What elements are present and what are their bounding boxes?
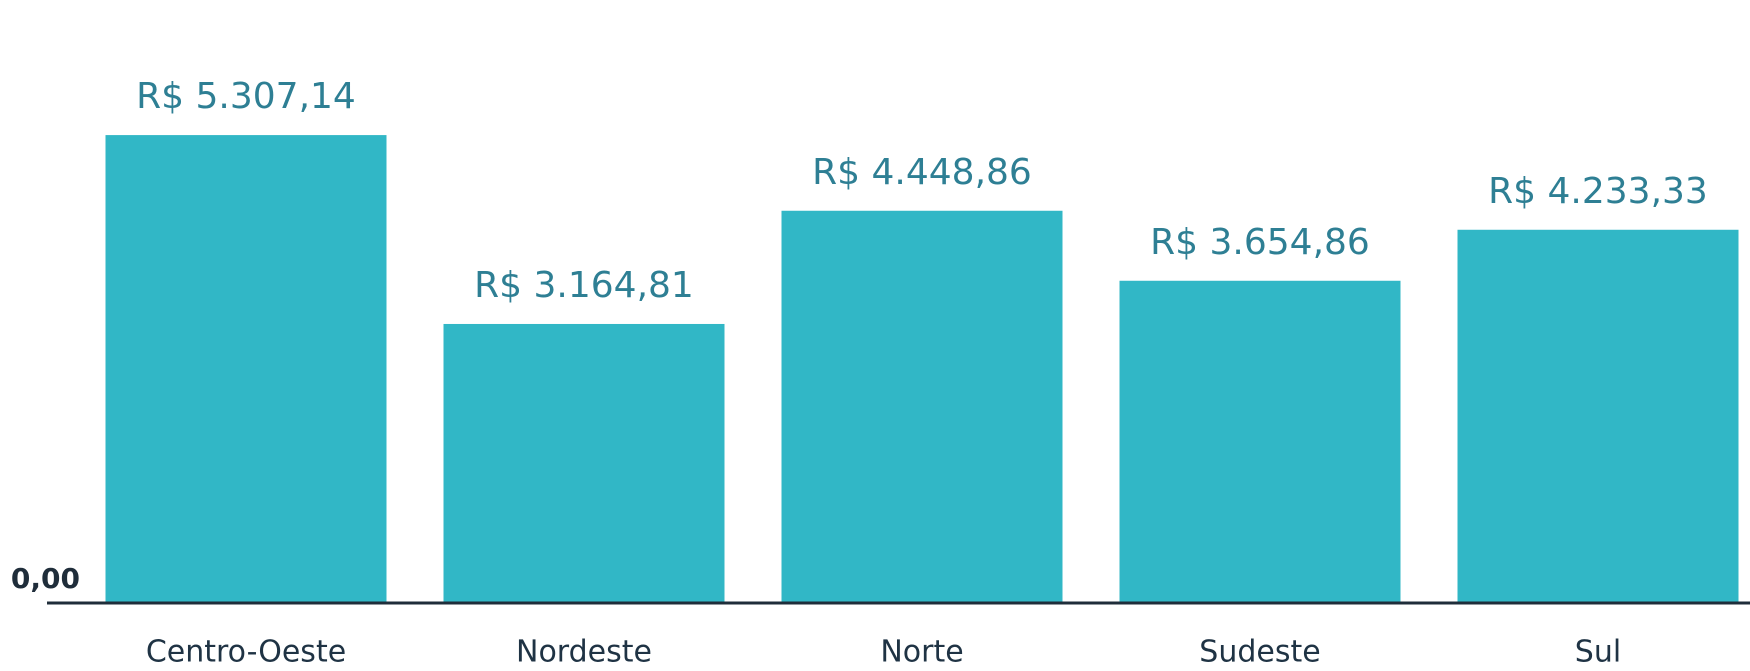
x-tick-label: Sudeste <box>1199 635 1320 670</box>
y-tick-label: 0,00 <box>11 562 80 595</box>
value-label: R$ 5.307,14 <box>136 76 356 117</box>
bar <box>781 210 1063 603</box>
value-label: R$ 4.448,86 <box>812 152 1032 193</box>
x-tick-label: Norte <box>880 635 963 670</box>
bar <box>105 135 387 603</box>
x-tick-label: Centro-Oeste <box>146 635 346 670</box>
bar <box>1457 229 1739 603</box>
value-label: R$ 3.654,86 <box>1150 222 1370 263</box>
x-tick-label: Sul <box>1575 635 1621 670</box>
value-label: R$ 3.164,81 <box>474 265 694 306</box>
bar <box>443 323 725 603</box>
bar <box>1119 280 1401 603</box>
x-tick-label: Nordeste <box>516 635 652 670</box>
value-label: R$ 4.233,33 <box>1488 171 1708 212</box>
